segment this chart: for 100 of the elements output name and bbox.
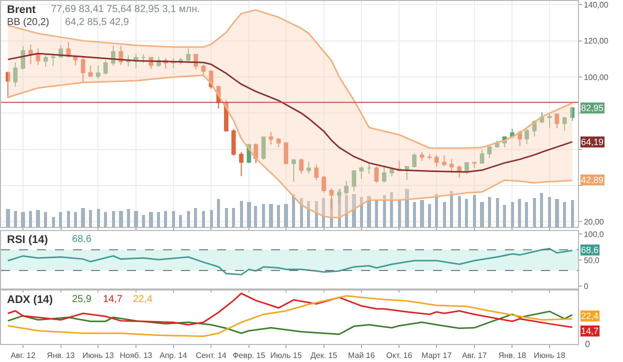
bar: [563, 202, 566, 227]
bar: [97, 209, 100, 227]
y-tick-label: 100,00: [584, 72, 609, 82]
bar: [202, 211, 205, 227]
annotation: 14,7: [103, 294, 123, 305]
bar: [142, 215, 145, 227]
annotation: 68,6: [581, 245, 599, 255]
annotation: 64,2 85,5 42,9: [65, 17, 130, 28]
bar: [548, 197, 551, 227]
annotation: 82,95: [581, 103, 604, 113]
bar: [59, 212, 62, 227]
x-tick-label: Авг. 12: [10, 350, 36, 360]
bar: [428, 204, 431, 227]
bar: [307, 201, 310, 227]
bar: [247, 202, 251, 227]
bar: [465, 199, 468, 227]
bar: [134, 211, 138, 227]
bar: [210, 210, 213, 227]
bar: [405, 189, 409, 227]
bar: [352, 194, 356, 227]
x-tick-label: Нояб. 13: [120, 350, 153, 360]
bar: [36, 210, 40, 227]
bar: [225, 208, 228, 227]
bar: [217, 199, 220, 227]
x-tick-label: Апр. 14: [160, 350, 188, 360]
y-tick-label: 0: [584, 282, 589, 291]
annotation: 14,7: [581, 326, 599, 336]
bar: [89, 210, 92, 227]
bar: [496, 198, 499, 227]
bar: [511, 202, 514, 227]
bar: [413, 202, 416, 227]
bar: [315, 201, 318, 227]
y-tick-label: 20,00: [584, 218, 604, 227]
bar: [67, 211, 70, 227]
y-tick-label: 140,00: [584, 0, 609, 10]
bar: [488, 197, 491, 227]
bar: [14, 211, 17, 227]
chart-title: ADX (14): [7, 294, 54, 306]
bar: [525, 202, 528, 227]
bar: [104, 212, 107, 227]
bar: [300, 198, 303, 227]
annotation: 77,69 83,41 75,64 82,95 3,1 млн.: [51, 4, 200, 15]
bar: [555, 199, 559, 227]
y-tick-label: 120,00: [584, 36, 609, 46]
bar: [119, 211, 123, 227]
bar: [149, 212, 153, 227]
bar: [52, 217, 55, 227]
bar: [29, 211, 32, 227]
bar: [375, 200, 378, 227]
bar: [503, 205, 506, 227]
bar: [164, 211, 167, 227]
bar: [383, 195, 386, 227]
bar: [420, 200, 424, 227]
bar: [74, 212, 77, 227]
bar: [533, 198, 536, 227]
annotation: 22,4: [581, 311, 599, 321]
x-tick-label: Янв. 13: [46, 350, 76, 360]
bar: [458, 196, 461, 227]
x-tick-label: Дек. 15: [310, 350, 338, 360]
annotation: 25,9: [72, 294, 92, 305]
bar: [480, 202, 484, 227]
bar: [571, 200, 574, 227]
bar: [435, 194, 438, 227]
chart-title: Brent: [7, 4, 36, 16]
bar: [240, 201, 243, 227]
annotation: 22,4: [133, 294, 153, 305]
bar: [390, 192, 393, 227]
bar: [254, 206, 257, 227]
bar: [112, 211, 115, 227]
x-tick-label: Июнь 18: [534, 350, 566, 360]
bar: [367, 196, 371, 227]
bar: [277, 205, 280, 227]
bar: [127, 209, 130, 227]
annotation: 68,6: [72, 234, 92, 245]
bar: [194, 208, 197, 227]
bar: [518, 199, 521, 227]
bar: [398, 199, 401, 227]
bar: [21, 212, 25, 227]
bar: [269, 204, 273, 227]
bar: [360, 197, 363, 227]
bar: [262, 204, 265, 227]
x-tick-label: Февр. 15: [232, 350, 266, 360]
x-tick-label: Окт. 16: [386, 350, 413, 360]
y-tick-label: 100,0: [584, 230, 604, 240]
bar: [81, 208, 85, 227]
x-tick-label: Авг. 17: [462, 350, 488, 360]
annotation: 64,19: [581, 137, 604, 147]
bar: [179, 215, 182, 227]
x-tick-label: Июнь 13: [82, 350, 114, 360]
bar: [292, 194, 295, 227]
bar: [232, 208, 235, 227]
bar: [540, 193, 543, 227]
chart-title: RSI (14): [7, 234, 48, 246]
bar: [322, 198, 325, 227]
bar: [187, 211, 190, 227]
bar: [284, 204, 288, 227]
line-series: [7, 248, 574, 276]
bar: [157, 212, 160, 227]
x-tick-label: Март 17: [421, 350, 452, 360]
bar: [44, 212, 47, 227]
